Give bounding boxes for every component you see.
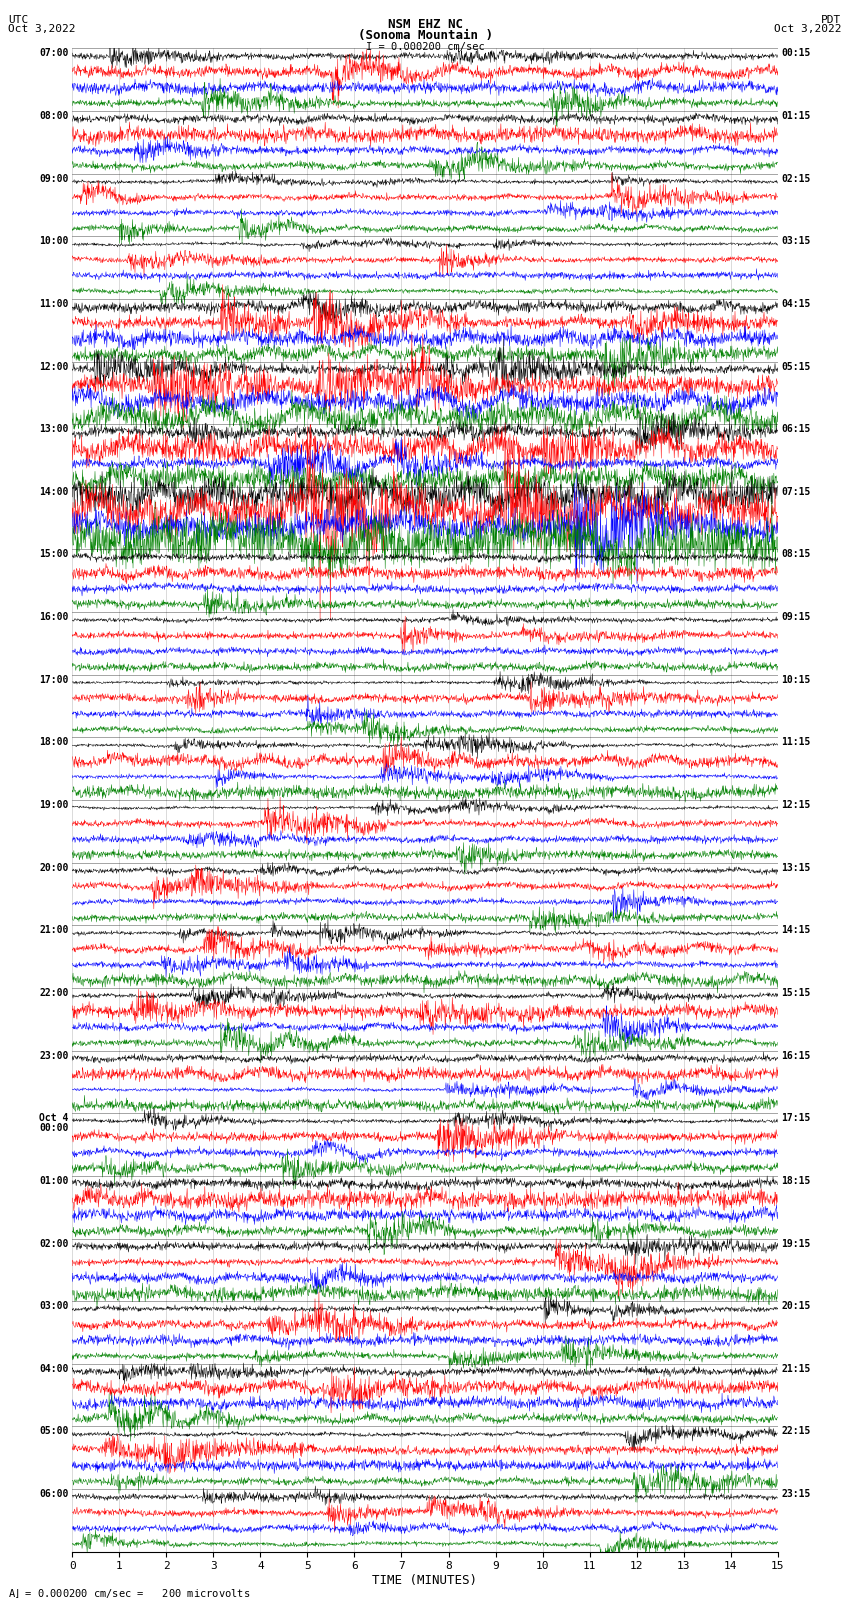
Text: 04:00: 04:00: [39, 1365, 69, 1374]
Text: 00:15: 00:15: [781, 48, 811, 58]
Text: 12:15: 12:15: [781, 800, 811, 810]
Text: 03:00: 03:00: [39, 1302, 69, 1311]
Text: (Sonoma Mountain ): (Sonoma Mountain ): [358, 29, 492, 42]
Text: 07:00: 07:00: [39, 48, 69, 58]
Text: 20:15: 20:15: [781, 1302, 811, 1311]
Text: 17:15: 17:15: [781, 1113, 811, 1123]
Text: 09:00: 09:00: [39, 174, 69, 184]
Text: 18:00: 18:00: [39, 737, 69, 747]
Text: 20:00: 20:00: [39, 863, 69, 873]
Text: Oct 3,2022: Oct 3,2022: [8, 24, 76, 34]
Text: 19:00: 19:00: [39, 800, 69, 810]
Text: 01:00: 01:00: [39, 1176, 69, 1186]
Text: 22:15: 22:15: [781, 1426, 811, 1437]
Text: 11:00: 11:00: [39, 298, 69, 310]
Text: 15:15: 15:15: [781, 987, 811, 998]
Text: 11:15: 11:15: [781, 737, 811, 747]
Text: I = 0.000200 cm/sec: I = 0.000200 cm/sec: [366, 42, 484, 52]
Text: 15:00: 15:00: [39, 550, 69, 560]
Text: 10:15: 10:15: [781, 674, 811, 686]
Text: 02:00: 02:00: [39, 1239, 69, 1248]
Text: 16:15: 16:15: [781, 1050, 811, 1061]
Text: 07:15: 07:15: [781, 487, 811, 497]
Text: 23:00: 23:00: [39, 1050, 69, 1061]
Text: 08:15: 08:15: [781, 550, 811, 560]
Text: 02:15: 02:15: [781, 174, 811, 184]
X-axis label: TIME (MINUTES): TIME (MINUTES): [372, 1574, 478, 1587]
Text: 10:00: 10:00: [39, 235, 69, 247]
Text: 09:15: 09:15: [781, 613, 811, 623]
Text: 13:15: 13:15: [781, 863, 811, 873]
Text: Oct 3,2022: Oct 3,2022: [774, 24, 842, 34]
Text: 08:00: 08:00: [39, 111, 69, 121]
Text: Oct 4
00:00: Oct 4 00:00: [39, 1113, 69, 1134]
Text: 18:15: 18:15: [781, 1176, 811, 1186]
Text: 22:00: 22:00: [39, 987, 69, 998]
Text: 17:00: 17:00: [39, 674, 69, 686]
Text: 06:00: 06:00: [39, 1489, 69, 1498]
Text: PDT: PDT: [821, 15, 842, 24]
Text: 21:15: 21:15: [781, 1365, 811, 1374]
Text: 06:15: 06:15: [781, 424, 811, 434]
Text: UTC: UTC: [8, 15, 29, 24]
Text: 21:00: 21:00: [39, 926, 69, 936]
Text: 03:15: 03:15: [781, 235, 811, 247]
Text: 14:00: 14:00: [39, 487, 69, 497]
Text: 23:15: 23:15: [781, 1489, 811, 1498]
Text: 16:00: 16:00: [39, 613, 69, 623]
Text: NSM EHZ NC: NSM EHZ NC: [388, 18, 462, 31]
Text: 04:15: 04:15: [781, 298, 811, 310]
Text: 05:15: 05:15: [781, 361, 811, 371]
Text: 01:15: 01:15: [781, 111, 811, 121]
Text: 13:00: 13:00: [39, 424, 69, 434]
Text: 12:00: 12:00: [39, 361, 69, 371]
Text: 19:15: 19:15: [781, 1239, 811, 1248]
Text: A$\rfloor$ = 0.000200 cm/sec =   200 microvolts: A$\rfloor$ = 0.000200 cm/sec = 200 micro…: [8, 1587, 251, 1600]
Text: 05:00: 05:00: [39, 1426, 69, 1437]
Text: 14:15: 14:15: [781, 926, 811, 936]
